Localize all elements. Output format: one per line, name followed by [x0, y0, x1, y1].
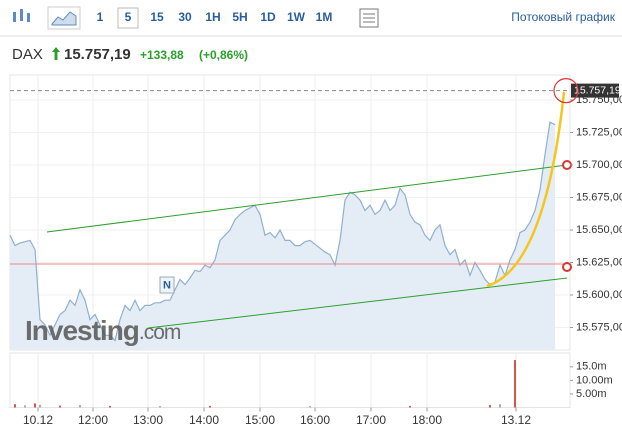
- watermark-suffix: .com: [139, 321, 181, 344]
- volume-bar: [34, 403, 36, 408]
- settings-icon[interactable]: [359, 8, 379, 28]
- event-marker[interactable]: [159, 276, 175, 294]
- interval-button[interactable]: 5: [125, 10, 132, 24]
- toolbar: 1 5 15 30 1H 5H 1D 1W 1M Потоковый график: [0, 6, 622, 37]
- channel-lower: [147, 277, 568, 329]
- x-tick-label: 12:00: [78, 413, 108, 427]
- y-tick-label: 15.650,00: [576, 224, 622, 236]
- volume-bar: [109, 405, 111, 408]
- watermark-brand: Investing: [25, 315, 139, 346]
- volume-bar: [499, 404, 501, 408]
- interval-button[interactable]: 15: [150, 10, 164, 24]
- y-tick-label: 15.600,00: [576, 289, 622, 301]
- x-tick-label: 15:00: [245, 413, 275, 427]
- x-tick-label: 14:00: [189, 413, 219, 427]
- volume-bar: [79, 405, 81, 408]
- price-highlight: [553, 78, 579, 104]
- interval-button[interactable]: 1D: [260, 10, 276, 24]
- x-tick-label: 10.12: [23, 413, 53, 427]
- y-tick-label: 10.00m: [576, 374, 613, 386]
- x-tick-label: 13.12: [501, 413, 531, 427]
- handle[interactable]: [562, 160, 572, 170]
- streaming-link[interactable]: Потоковый график: [511, 10, 615, 24]
- volume-bar: [514, 360, 516, 408]
- interval-button[interactable]: 1M: [316, 10, 333, 24]
- candle-icon[interactable]: [13, 9, 30, 22]
- x-tick-label: 16:00: [300, 413, 330, 427]
- x-tick-label: 17:00: [356, 413, 386, 427]
- change-percent: (+0,86%): [199, 48, 248, 62]
- quote-header: DAX 15.757,19 +133,88 (+0,86%): [12, 46, 248, 63]
- watermark: Investing.com: [25, 315, 181, 346]
- y-tick-label: 5.00m: [576, 388, 607, 400]
- price: 15.757,19: [64, 46, 131, 63]
- y-tick-label: 15.675,00: [576, 191, 622, 203]
- change: +133,88: [140, 48, 184, 62]
- volume-bar: [209, 405, 211, 408]
- x-tick-label: 18:00: [412, 413, 442, 427]
- y-tick-label: 15.575,00: [576, 321, 622, 333]
- selected-frame: [117, 7, 139, 29]
- volume-bar: [409, 405, 411, 408]
- x-tick-label: 13:00: [133, 413, 163, 427]
- symbol: DAX: [12, 46, 43, 63]
- volume-bar: [14, 404, 16, 408]
- interval-button[interactable]: 5H: [232, 10, 247, 24]
- drawings: [10, 91, 572, 329]
- y-tick-label: 15.700,00: [576, 159, 622, 171]
- area-icon[interactable]: [47, 6, 81, 30]
- forecast-curve: [486, 91, 566, 288]
- channel-upper: [46, 164, 568, 233]
- volume-bar: [59, 405, 61, 408]
- interval-button[interactable]: 1W: [287, 10, 306, 24]
- volume-bar: [309, 406, 311, 408]
- volume-panel: [9, 352, 571, 408]
- up-arrow: [52, 47, 60, 60]
- interval-button[interactable]: 1: [97, 10, 104, 24]
- volume-bar: [39, 404, 41, 408]
- volume-bar: [24, 405, 26, 408]
- last-price-label: 15.757,19: [574, 84, 621, 96]
- interval-button[interactable]: 1H: [205, 10, 220, 24]
- interval-button[interactable]: 30: [178, 10, 192, 24]
- y-tick-label: 15.725,00: [576, 126, 622, 138]
- volume-bar: [489, 405, 491, 408]
- handle[interactable]: [562, 262, 572, 272]
- price-line: [9, 121, 556, 342]
- y-tick-label: 15.0m: [576, 361, 607, 373]
- volume-bar: [159, 406, 161, 408]
- y-tick-label: 15.625,00: [576, 256, 622, 268]
- event-marker-label: N: [163, 279, 171, 291]
- last-price-box: [571, 83, 619, 98]
